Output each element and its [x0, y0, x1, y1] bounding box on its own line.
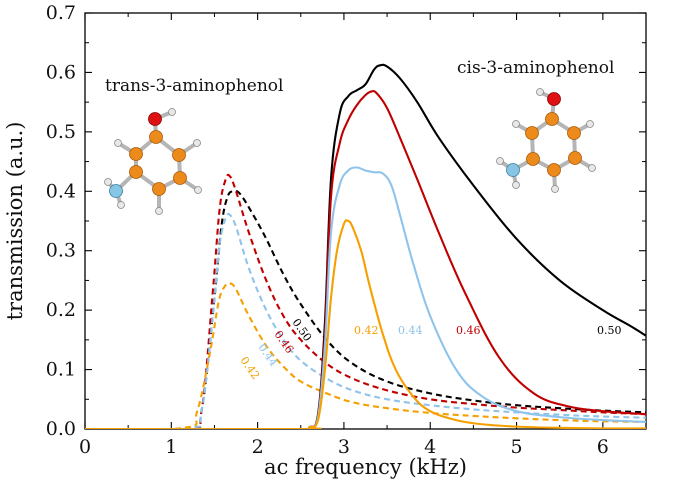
- y-tick-label: 0.1: [46, 359, 76, 381]
- series-line-cis-0.42: [85, 219, 646, 429]
- label-cis-0.42: 0.42: [354, 324, 379, 337]
- label-cis-0.46: 0.46: [456, 324, 481, 337]
- annotation-trans: trans-3-aminophenol: [105, 76, 283, 96]
- trans-molecule-icon: [104, 108, 202, 215]
- series-line-cis-0.50: [85, 63, 646, 429]
- axis-ticks: 0 1 2 3 4 5 6 0.0 0.1 0.2 0.3 0.4 0.5 0.6 0.7: [46, 2, 646, 458]
- label-cis-0.50: 0.50: [597, 324, 622, 337]
- y-tick-label: 0.3: [46, 240, 76, 262]
- x-tick-label: 6: [597, 436, 609, 458]
- series-layer: [85, 63, 646, 429]
- series-line-cis-0.44: [85, 166, 646, 429]
- y-tick-label: 0.7: [46, 2, 76, 24]
- series-line-trans-0.42: [85, 282, 646, 429]
- series-line-cis-0.46: [85, 90, 646, 429]
- y-tick-label: 0.4: [46, 180, 76, 202]
- x-tick-label: 3: [338, 436, 350, 458]
- x-tick-label: 2: [252, 436, 264, 458]
- label-cis-0.44: 0.44: [398, 324, 423, 337]
- label-trans-0.44: 0.44: [256, 341, 281, 369]
- annotation-cis: cis-3-aminophenol: [457, 58, 614, 78]
- y-axis-title: transmission (a.u.): [3, 122, 27, 321]
- label-trans-0.42: 0.42: [238, 354, 263, 382]
- x-tick-label: 1: [165, 436, 177, 458]
- y-tick-label: 0.2: [46, 299, 76, 321]
- series-line-trans-0.44: [85, 212, 646, 429]
- series-line-trans-0.46: [85, 173, 646, 429]
- y-tick-label: 0.5: [46, 121, 76, 143]
- x-tick-label: 4: [424, 436, 436, 458]
- y-tick-label: 0.6: [46, 61, 76, 83]
- x-axis-title: ac frequency (kHz): [264, 455, 467, 479]
- y-tick-label: 0.0: [46, 418, 76, 440]
- x-tick-label: 5: [510, 436, 522, 458]
- cis-molecule-icon: [496, 88, 596, 193]
- x-tick-label: 0: [79, 436, 91, 458]
